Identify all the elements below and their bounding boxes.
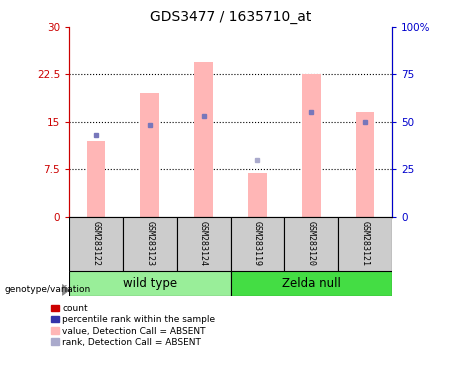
- Text: GSM283122: GSM283122: [92, 221, 100, 266]
- Bar: [69, 217, 123, 271]
- Legend: count, percentile rank within the sample, value, Detection Call = ABSENT, rank, : count, percentile rank within the sample…: [51, 304, 215, 347]
- Bar: [69, 271, 230, 296]
- Polygon shape: [62, 285, 69, 295]
- Bar: [230, 217, 284, 271]
- Bar: [230, 271, 392, 296]
- Text: GSM283121: GSM283121: [361, 221, 369, 266]
- Bar: [248, 173, 267, 217]
- Title: GDS3477 / 1635710_at: GDS3477 / 1635710_at: [150, 10, 311, 25]
- Bar: [338, 217, 392, 271]
- Bar: [87, 141, 106, 217]
- Bar: [284, 217, 338, 271]
- Text: GSM283119: GSM283119: [253, 221, 262, 266]
- Bar: [302, 74, 320, 217]
- Bar: [123, 217, 177, 271]
- Bar: [355, 113, 374, 217]
- Text: Zelda null: Zelda null: [282, 277, 341, 290]
- Text: wild type: wild type: [123, 277, 177, 290]
- Text: GSM283120: GSM283120: [307, 221, 316, 266]
- Text: GSM283123: GSM283123: [145, 221, 154, 266]
- Text: GSM283124: GSM283124: [199, 221, 208, 266]
- Bar: [194, 62, 213, 217]
- Text: genotype/variation: genotype/variation: [5, 285, 91, 295]
- Bar: [141, 93, 159, 217]
- Bar: [177, 217, 230, 271]
